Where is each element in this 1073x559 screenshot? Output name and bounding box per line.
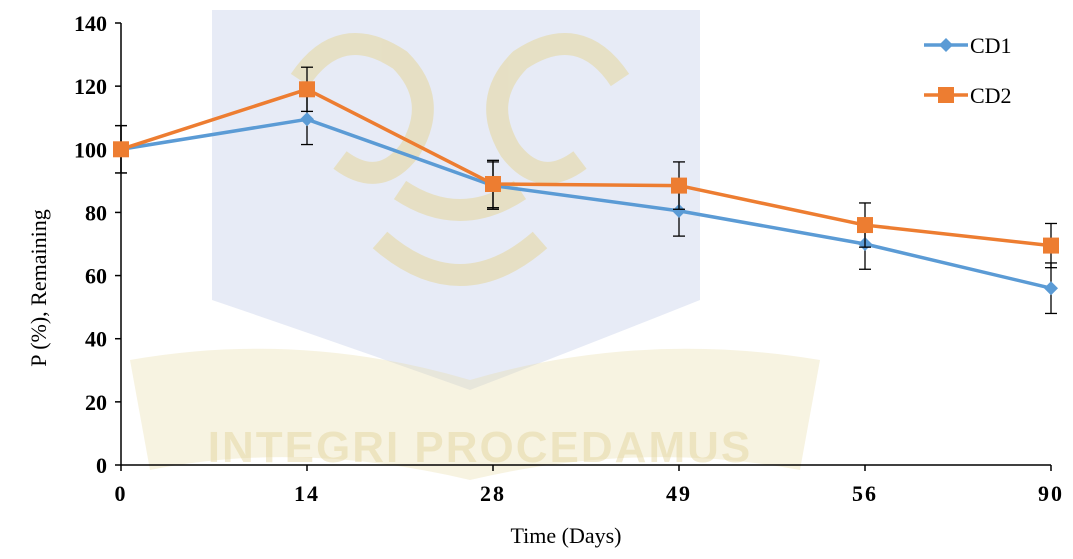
x-tick-label: 14 (294, 481, 320, 506)
watermark-scroll-ornament (290, 33, 630, 286)
data-point-cd2 (857, 217, 873, 234)
y-tick-label: 100 (74, 137, 107, 162)
series-cd2 (113, 66, 1059, 269)
x-tick-label: 0 (115, 481, 128, 506)
watermark-ribbon (130, 348, 820, 480)
x-tick-label: 28 (480, 481, 506, 506)
axes (120, 23, 1051, 466)
series-line-cd1 (120, 117, 1052, 290)
x-ticks: 0 14 28 49 56 90 (115, 465, 1064, 506)
data-point-cd2 (671, 177, 687, 194)
watermark-emblem: INTEGRI PROCEDAMUS (130, 10, 820, 480)
y-tick-label: 80 (85, 200, 107, 225)
y-tick-label: 40 (85, 327, 107, 352)
x-tick-label: 56 (852, 481, 878, 506)
series-line-cd2 (120, 87, 1052, 248)
x-axis-title: Time (Days) (510, 523, 621, 548)
y-tick-label: 20 (85, 390, 107, 415)
series-layer (113, 66, 1059, 315)
x-tick-label: 49 (666, 481, 692, 506)
legend-marker (938, 87, 954, 103)
y-ticks: 0 20 40 60 80 100 120 140 (74, 11, 121, 478)
x-tick-label: 90 (1038, 481, 1064, 506)
legend-item-cd1: CD1 (924, 33, 1012, 58)
data-point-cd2 (113, 141, 129, 158)
y-tick-label: 140 (74, 11, 107, 36)
data-point-cd1 (300, 112, 314, 127)
data-point-cd2 (485, 176, 501, 193)
legend-label: CD2 (970, 83, 1012, 108)
legend: CD1 CD2 (924, 33, 1012, 108)
data-point-cd1 (672, 203, 686, 218)
data-point-cd2 (299, 81, 315, 98)
data-point-cd1 (1044, 281, 1058, 296)
legend-marker (939, 38, 953, 52)
y-tick-label: 0 (96, 453, 107, 478)
y-tick-label: 60 (85, 264, 107, 289)
y-axis-title: P (%), Remaining (26, 209, 51, 366)
legend-item-cd2: CD2 (924, 83, 1012, 108)
data-point-cd2 (1043, 237, 1059, 254)
watermark-motto: INTEGRI PROCEDAMUS (208, 423, 752, 472)
legend-label: CD1 (970, 33, 1012, 58)
y-tick-label: 120 (74, 74, 107, 99)
